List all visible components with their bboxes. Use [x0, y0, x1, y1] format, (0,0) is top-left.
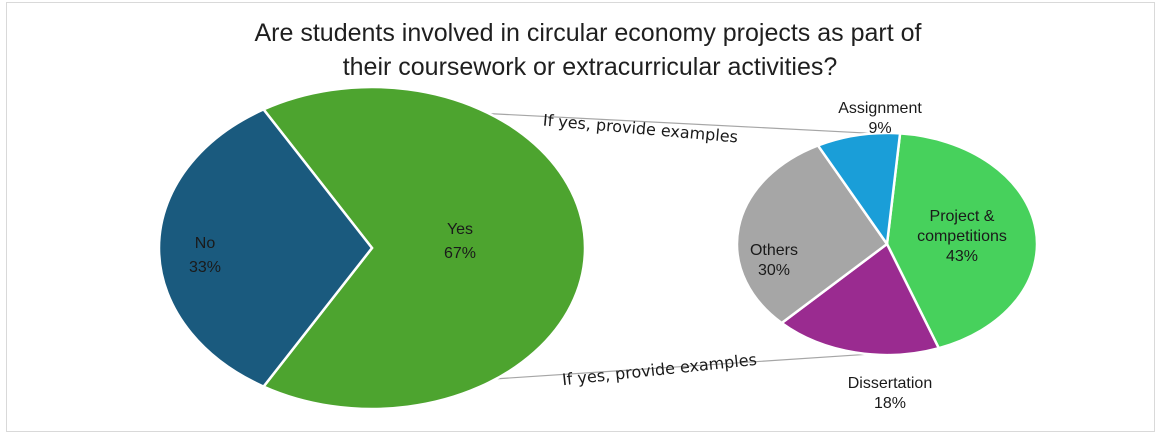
- secondary-pie-slice-project-competitions: [885, 132, 1039, 350]
- secondary-label-project-competitions-line-2: competitions: [917, 228, 1007, 245]
- secondary-label-dissertation-line-1: Dissertation: [848, 375, 932, 392]
- secondary-label-project-competitions-percent: 43%: [946, 248, 978, 265]
- main-label-no-name: No: [195, 235, 216, 252]
- secondary-label-others-percent: 30%: [758, 262, 790, 279]
- secondary-label-others-line-1: Others: [750, 242, 798, 259]
- secondary-pie-slice-dissertation: [779, 242, 941, 357]
- connector-label-top: If yes, provide examples: [542, 111, 739, 147]
- chart-title-line-1: Are students involved in circular econom…: [255, 19, 922, 47]
- chart-title-line-2: their coursework or extracurricular acti…: [343, 53, 838, 81]
- main-label-yes-percent: 67%: [444, 245, 476, 262]
- main-pie: [157, 85, 587, 411]
- secondary-label-assignment-percent: 9%: [868, 120, 891, 137]
- secondary-pie-slice-assignment: [816, 131, 902, 248]
- main-label-yes-name: Yes: [447, 221, 473, 238]
- secondary-label-assignment-line-1: Assignment: [838, 100, 922, 117]
- secondary-label-project-competitions-line-1: Project &: [930, 208, 995, 225]
- main-label-no-percent: 33%: [189, 259, 221, 276]
- secondary-pie: [735, 131, 1039, 357]
- main-pie-slice-yes: [261, 85, 587, 411]
- connector-label-bottom: If yes, provide examples: [561, 350, 758, 389]
- secondary-label-dissertation-percent: 18%: [874, 395, 906, 412]
- secondary-pie-slice-others: [735, 143, 889, 325]
- main-pie-slice-no: [157, 107, 374, 389]
